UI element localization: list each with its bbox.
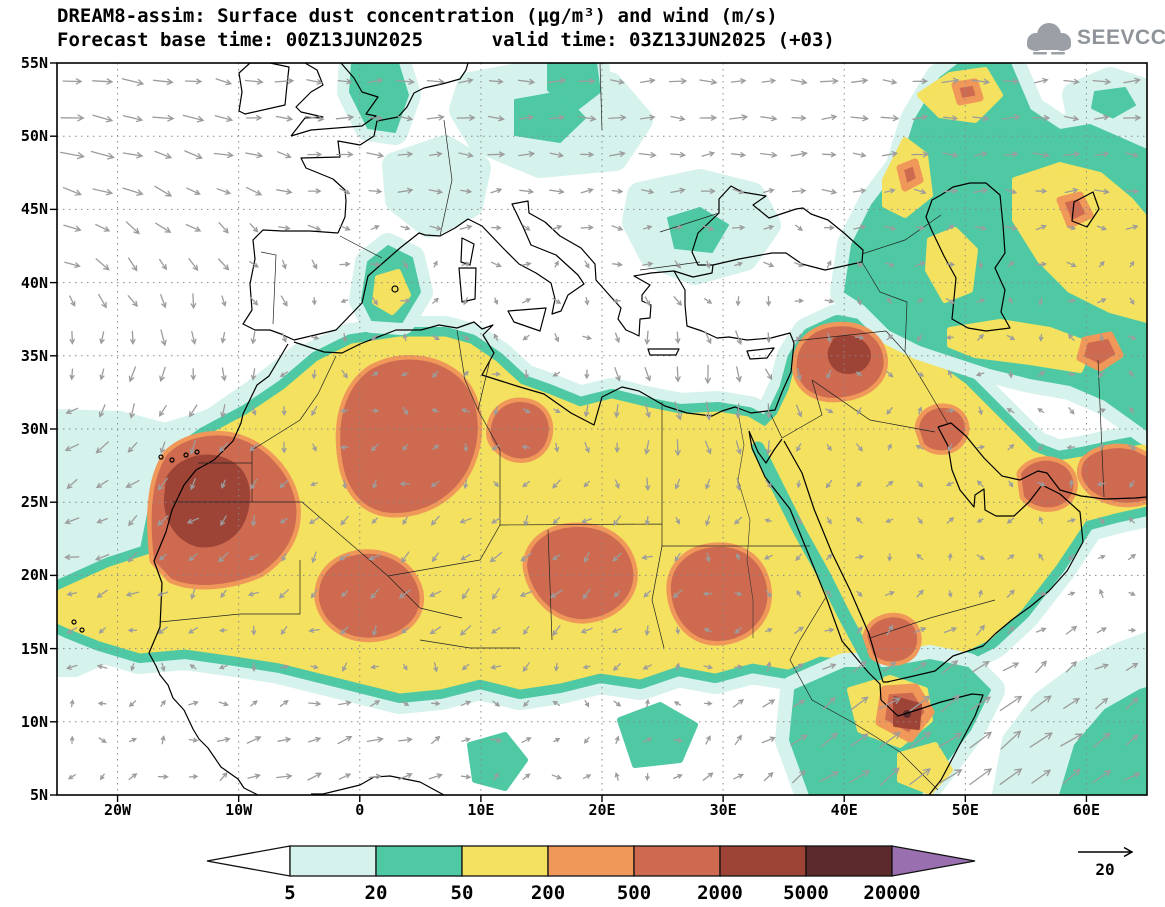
figure-title: DREAM8-assim: Surface dust concentration… <box>57 5 778 27</box>
lat-axis-label: 35N <box>20 346 48 365</box>
coast-west-europe <box>242 63 469 341</box>
island-canary <box>194 449 200 455</box>
coast-islands <box>458 237 775 360</box>
lon-axis-label: 60E <box>1072 801 1100 819</box>
colorbar-label: 5 <box>284 882 296 904</box>
lat-axis-label: 10N <box>20 712 48 731</box>
lon-axis-label: 20E <box>588 801 616 819</box>
coast-black-sea <box>691 185 864 271</box>
island-canary <box>158 454 164 460</box>
lat-axis-label: 5N <box>29 786 48 804</box>
lat-axis-label: 55N <box>20 54 48 72</box>
colorbar-label: 20000 <box>863 882 921 904</box>
colorbar-label: 500 <box>616 882 652 904</box>
lon-axis-label: 30E <box>709 801 737 819</box>
lon-axis-label: 20W <box>104 801 132 819</box>
coast-red-sea <box>748 430 884 701</box>
lat-axis-label: 20N <box>20 566 48 585</box>
lon-axis-label: 50E <box>951 801 979 819</box>
country-borders <box>159 63 1105 791</box>
coast-horn-of-africa <box>880 693 984 795</box>
island-canary <box>183 452 189 458</box>
lat-axis-label: 50N <box>20 127 48 146</box>
colorbar-segment <box>461 845 549 877</box>
lon-axis-label: 10E <box>467 801 495 819</box>
seevccc-logo-text: SEEVCCC <box>1077 26 1165 49</box>
colorbar-segment <box>633 845 721 877</box>
axis-ticks <box>50 62 1088 802</box>
colorbar-segment <box>547 845 635 877</box>
coast-arabia-gulf <box>883 422 1147 683</box>
colorbar-label: 200 <box>530 882 566 904</box>
colorbar-left-arrow <box>206 845 291 877</box>
wind-reference-value: 20 <box>1095 860 1115 879</box>
island-cape-verde <box>71 619 77 625</box>
colorbar-segment <box>719 845 807 877</box>
colorbar-right-arrow <box>891 845 976 877</box>
lat-axis-label: 25N <box>20 493 48 512</box>
colorbar-label: 2000 <box>697 882 743 904</box>
colorbar-segment <box>375 845 463 877</box>
coast-caspian-aral <box>925 182 1100 332</box>
wind-arrows <box>60 77 1142 786</box>
nile-river <box>736 406 754 638</box>
plot-area <box>57 63 1147 795</box>
island-mallorca <box>391 285 399 293</box>
lat-axis-label: 45N <box>20 200 48 219</box>
border-lines <box>159 63 1105 791</box>
colorbar-label: 5000 <box>783 882 829 904</box>
colorbar-segment <box>805 845 893 877</box>
island-canary <box>169 457 175 463</box>
lon-axis-label: 40E <box>830 801 858 819</box>
lat-axis-label: 30N <box>20 420 48 438</box>
lat-axis-label: 15N <box>20 639 48 658</box>
figure-subtitle: Forecast base time: 00Z13JUN2025 valid t… <box>57 29 835 51</box>
colorbar-label: 20 <box>364 882 388 904</box>
red-sea-teal-band <box>751 441 885 681</box>
lon-axis-label: 0 <box>355 801 365 819</box>
lon-axis-label: 10W <box>225 801 253 819</box>
colorbar-segment <box>289 845 377 877</box>
seevccc-logo-cloud <box>1027 23 1071 55</box>
island-cape-verde <box>79 627 85 633</box>
wind-reference-arrow <box>1078 846 1134 858</box>
colorbar-label: 50 <box>450 882 474 904</box>
coast-mediterranean <box>293 200 795 426</box>
lat-axis-label: 40N <box>20 273 48 292</box>
